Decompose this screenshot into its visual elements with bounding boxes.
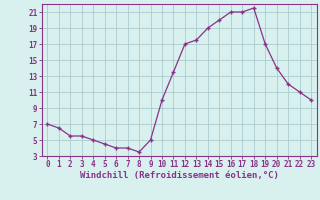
X-axis label: Windchill (Refroidissement éolien,°C): Windchill (Refroidissement éolien,°C) xyxy=(80,171,279,180)
